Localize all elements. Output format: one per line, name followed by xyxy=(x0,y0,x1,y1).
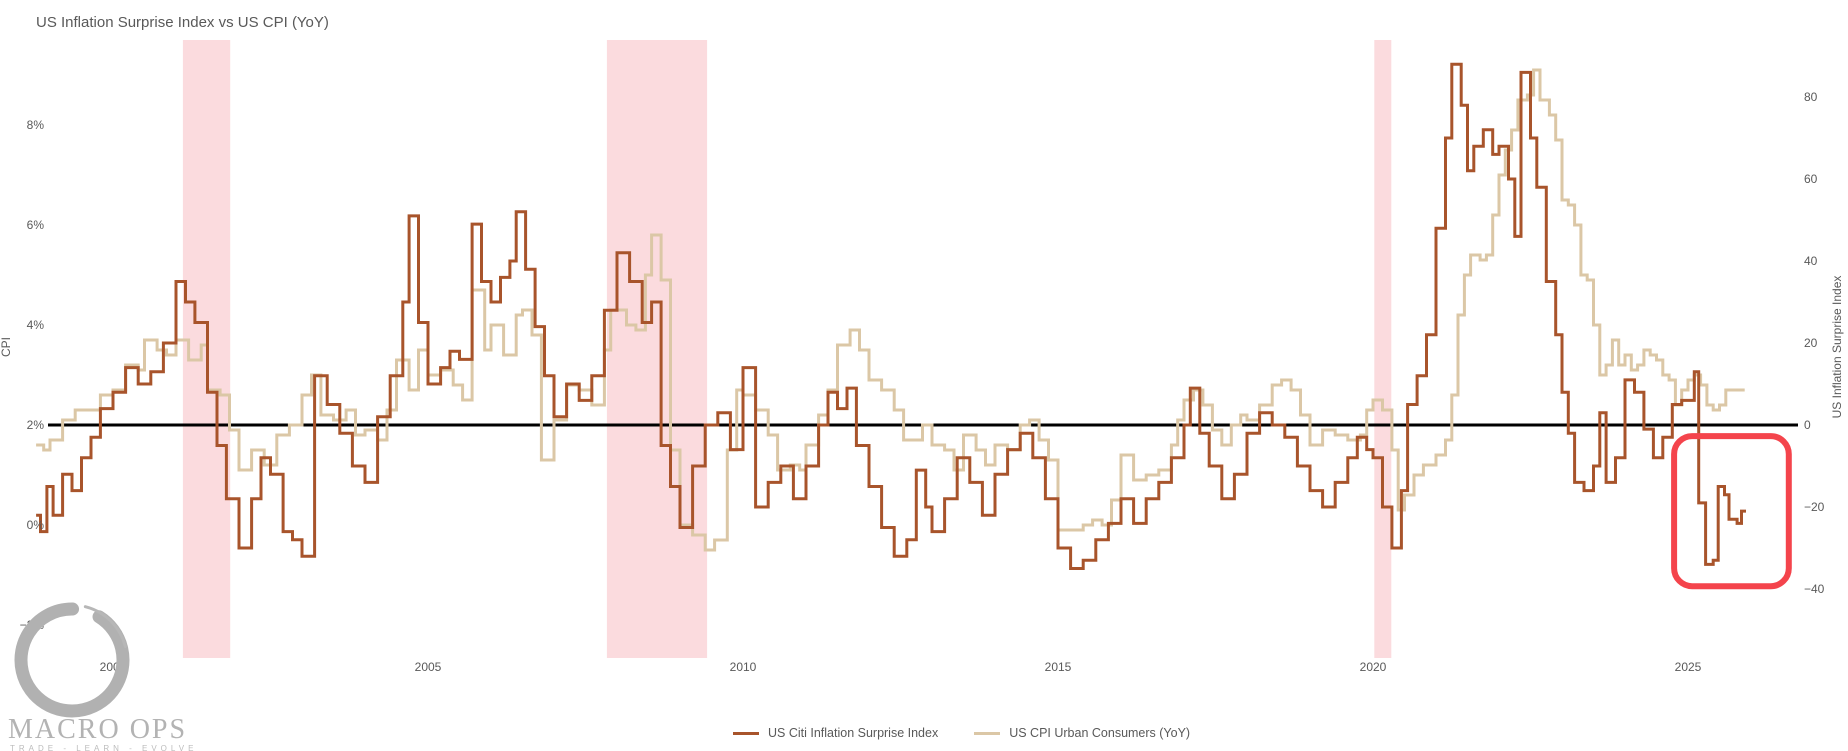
legend-item-citi-surprise[interactable]: US Citi Inflation Surprise Index xyxy=(733,726,938,740)
right-axis-tick-label: 20 xyxy=(1804,336,1818,350)
highlight-annotation-box xyxy=(1671,433,1792,590)
right-axis-title: US Inflation Surprise Index xyxy=(1830,275,1844,419)
recession-band xyxy=(1374,40,1392,658)
left-axis-tick-label: 6% xyxy=(27,218,45,232)
right-axis-tick-label: −20 xyxy=(1804,500,1825,514)
left-axis-tick-label: 8% xyxy=(27,118,45,132)
logo-name: MACRO OPS xyxy=(8,714,188,745)
macro-ops-logo: MACRO OPS TRADE - LEARN - EVOLVE xyxy=(0,596,193,751)
recession-band xyxy=(606,40,708,658)
cpi-line-swatch-icon xyxy=(974,731,1001,735)
citi-surprise-series-line xyxy=(36,62,1746,570)
chart-title: US Inflation Surprise Index vs US CPI (Y… xyxy=(36,14,329,31)
x-axis-tick-label: 2020 xyxy=(1360,660,1387,674)
right-axis-tick-label: 0 xyxy=(1804,418,1811,432)
citi-line-swatch-icon xyxy=(733,731,759,735)
right-axis-tick-label: 40 xyxy=(1804,254,1818,268)
x-axis-tick-label: 2005 xyxy=(415,660,442,674)
right-axis-tick-label: 60 xyxy=(1804,172,1818,186)
right-axis-tick-label: −40 xyxy=(1804,582,1825,596)
x-axis-tick-label: 2025 xyxy=(1675,660,1702,674)
legend-label: US Citi Inflation Surprise Index xyxy=(768,726,939,740)
logo-tagline: TRADE - LEARN - EVOLVE xyxy=(10,744,198,751)
legend-item-cpi[interactable]: US CPI Urban Consumers (YoY) xyxy=(974,726,1190,740)
x-axis-tick-label: 2010 xyxy=(730,660,757,674)
right-axis-tick-label: 80 xyxy=(1804,90,1818,104)
legend: US Citi Inflation Surprise Index US CPI … xyxy=(733,726,1190,740)
left-axis-title: CPI xyxy=(0,337,13,358)
cpi-series-line xyxy=(36,68,1745,552)
legend-label: US CPI Urban Consumers (YoY) xyxy=(1009,726,1191,740)
enso-circle-icon xyxy=(14,602,130,718)
left-axis-tick-label: 0% xyxy=(27,518,45,532)
left-axis-tick-label: 4% xyxy=(27,318,45,332)
x-axis-tick-label: 2015 xyxy=(1045,660,1072,674)
left-axis-tick-label: 2% xyxy=(27,418,45,432)
